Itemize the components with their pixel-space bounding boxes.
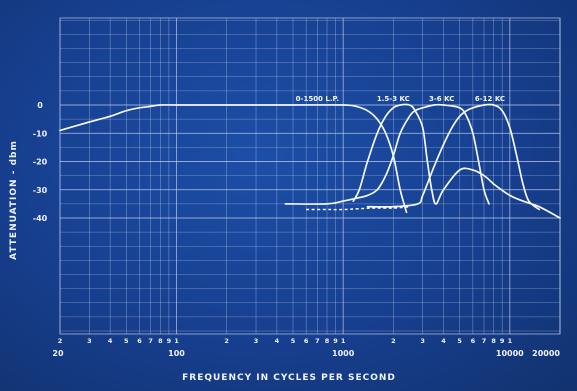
x-major-tick-label: 10000 bbox=[496, 349, 524, 358]
y-tick-label: -30 bbox=[33, 186, 48, 195]
x-minor-tick-label: 5 bbox=[124, 337, 129, 345]
series-line-2 bbox=[284, 103, 490, 205]
x-minor-tick-label: 7 bbox=[315, 337, 320, 345]
x-minor-tick-label: 2 bbox=[58, 337, 63, 345]
x-minor-tick-label: 8 bbox=[158, 337, 163, 345]
x-minor-tick-label: 8 bbox=[325, 337, 330, 345]
series-label: 3-6 KC bbox=[429, 95, 454, 103]
x-minor-tick-label: 1 bbox=[174, 337, 179, 345]
x-major-tick-label: 20000 bbox=[532, 349, 560, 358]
y-tick-label: 0 bbox=[37, 101, 43, 110]
x-major-tick-label: 20 bbox=[52, 349, 64, 358]
x-axis-title: FREQUENCY IN CYCLES PER SECOND bbox=[182, 373, 396, 383]
series-line-4 bbox=[306, 205, 410, 211]
x-major-tick-label: 100 bbox=[168, 349, 185, 358]
labels: 2 3 4 5 6 7 8 9 1 2 3 4 5 6 7 8 9 1 2 3 4 5 6 7 8 9 10-10-20-30-40… bbox=[33, 95, 561, 358]
x-minor-tick-label: 9 bbox=[167, 337, 172, 345]
y-axis-title: ATTENUATION - dbm bbox=[9, 140, 19, 260]
x-minor-tick-label: 4 bbox=[108, 337, 113, 345]
x-minor-tick-label: 4 bbox=[441, 337, 446, 345]
series-line-3 bbox=[366, 103, 541, 211]
x-minor-tick-label: 9 bbox=[333, 337, 338, 345]
y-tick-label: -20 bbox=[33, 158, 48, 167]
x-minor-tick-label: 1 bbox=[341, 337, 346, 345]
series-label: 0-1500 L.P. bbox=[296, 95, 339, 103]
x-minor-tick-label: 6 bbox=[471, 337, 476, 345]
x-minor-tick-label: 6 bbox=[137, 337, 142, 345]
x-minor-tick-label: 8 bbox=[491, 337, 496, 345]
x-minor-tick-label: 5 bbox=[291, 337, 296, 345]
x-minor-tick-label: 3 bbox=[420, 337, 425, 345]
x-minor-tick-label: 7 bbox=[482, 337, 487, 345]
x-minor-tick-label: 4 bbox=[275, 337, 280, 345]
y-tick-label: -10 bbox=[33, 129, 48, 138]
x-minor-tick-label: 3 bbox=[254, 337, 259, 345]
x-minor-tick-label: 6 bbox=[304, 337, 309, 345]
x-major-tick-label: 1000 bbox=[332, 349, 355, 358]
series-label: 1.5-3 KC bbox=[377, 95, 410, 103]
series-line-1 bbox=[352, 103, 495, 205]
x-minor-tick-label: 5 bbox=[457, 337, 462, 345]
grid bbox=[59, 17, 561, 335]
x-minor-tick-label: 3 bbox=[87, 337, 92, 345]
y-tick-label: -40 bbox=[33, 214, 48, 223]
x-minor-tick-label: 7 bbox=[148, 337, 153, 345]
series-lines bbox=[59, 103, 561, 219]
series-label: 6-12 KC bbox=[475, 95, 505, 103]
x-minor-tick-label: 9 bbox=[500, 337, 505, 345]
x-minor-tick-label: 1 bbox=[508, 337, 513, 345]
series-line-0 bbox=[59, 104, 408, 214]
series-line-5 bbox=[492, 183, 561, 219]
x-minor-tick-label: 2 bbox=[391, 337, 396, 345]
x-minor-tick-label: 2 bbox=[224, 337, 229, 345]
